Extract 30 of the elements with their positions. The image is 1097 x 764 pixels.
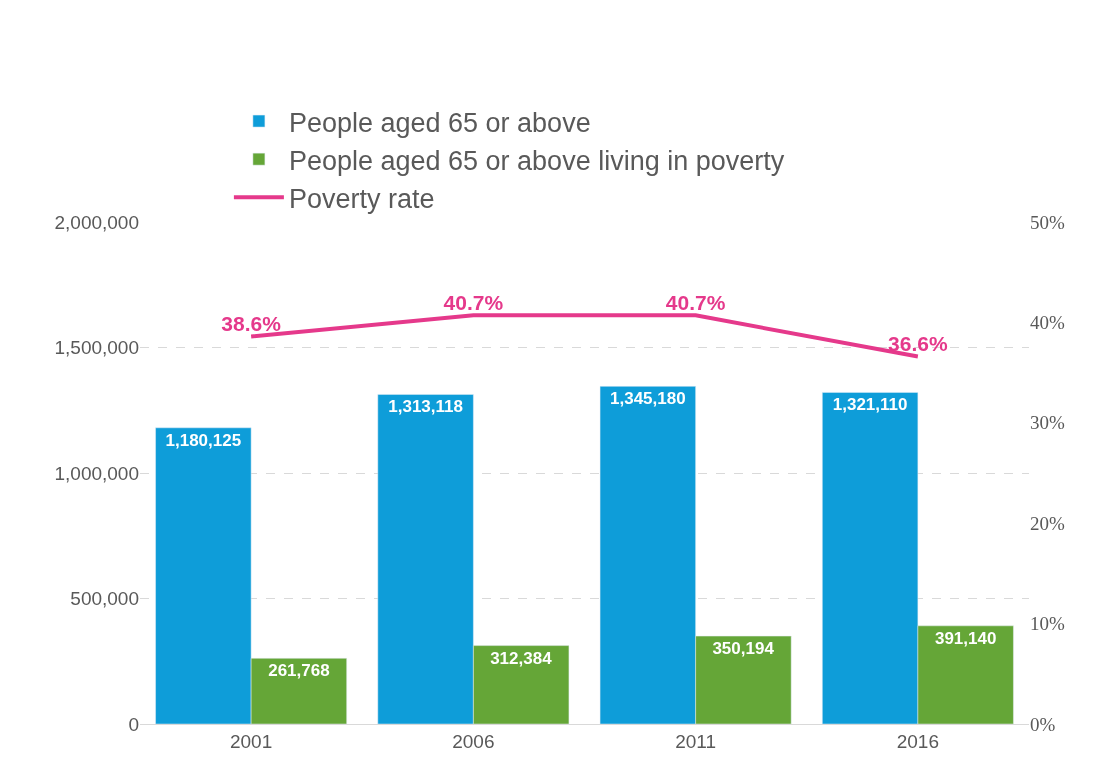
x-tick-label: 2011: [675, 730, 717, 752]
data-label: 1,321,110: [832, 395, 908, 415]
y2-tick-label: 50%: [1030, 211, 1065, 233]
x-tick-label: 2001: [229, 730, 273, 752]
data-label: 391,140: [934, 628, 997, 648]
legend-label: People aged 65 or above living in poverty: [288, 145, 785, 176]
legend-label: Poverty rate: [288, 183, 435, 214]
y-tick-label: 2,000,000: [54, 211, 139, 233]
data-label: 350,194: [712, 639, 775, 659]
data-label: 1,345,180: [610, 389, 686, 409]
y2-tick-label: 10%: [1030, 613, 1065, 635]
data-label: 40.7%: [665, 291, 726, 315]
data-label: 261,768: [268, 661, 330, 681]
y2-tick-label: 20%: [1030, 512, 1065, 534]
data-label: 312,384: [490, 648, 553, 668]
x-tick-label: 2016: [896, 730, 940, 752]
y2-tick-label: 40%: [1030, 312, 1065, 334]
data-label: 38.6%: [221, 312, 282, 336]
y-tick-label: 1,000,000: [54, 462, 139, 484]
data-label: 1,180,125: [165, 430, 242, 450]
x-tick-label: 2006: [452, 730, 495, 752]
y2-tick-label: 0%: [1030, 713, 1056, 735]
y-tick-label: 500,000: [70, 588, 139, 610]
legend-label: People aged 65 or above: [288, 107, 591, 138]
data-label: 1,313,118: [388, 397, 463, 417]
y-tick-label: 0: [128, 713, 139, 735]
y-tick-label: 1,500,000: [54, 337, 139, 359]
data-label: 40.7%: [443, 291, 504, 315]
y2-tick-label: 30%: [1030, 412, 1065, 434]
data-label: 36.6%: [888, 332, 948, 356]
